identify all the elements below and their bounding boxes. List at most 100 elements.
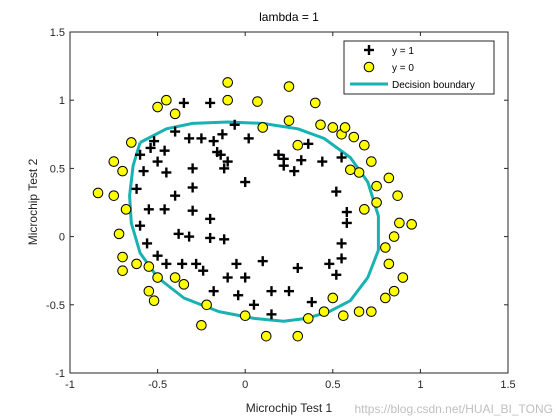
point-y1 [336, 152, 347, 163]
point-y0 [152, 272, 163, 283]
point-y1 [240, 272, 251, 283]
point-y1 [170, 126, 181, 137]
point-y0 [126, 137, 137, 148]
legend-label: y = 1 [392, 46, 414, 57]
point-y0 [406, 219, 417, 230]
point-y0 [366, 156, 377, 167]
point-y0 [339, 122, 351, 133]
point-y0 [117, 251, 128, 263]
point-y0 [397, 272, 409, 283]
points-layer [92, 77, 417, 342]
x-tick-label: -1 [65, 379, 75, 391]
point-y1 [324, 258, 335, 269]
legend-entry: Decision boundary [350, 80, 475, 91]
x-tick-label: 0 [242, 379, 248, 391]
point-y1 [273, 149, 284, 160]
point-y1 [161, 258, 172, 269]
point-y0 [327, 292, 339, 304]
point-y0 [383, 258, 395, 270]
point-y0 [292, 330, 304, 342]
y-tick-label: 1.5 [50, 27, 65, 39]
point-y0 [92, 187, 104, 199]
point-y1 [135, 149, 146, 160]
x-tick-label: 1.5 [500, 379, 515, 391]
point-y1 [231, 258, 242, 269]
point-y1 [248, 299, 259, 310]
point-y0 [353, 306, 365, 317]
watermark: https://blog.csdn.net/HUAI_BI_TONG [354, 402, 553, 416]
point-y0 [178, 279, 190, 290]
point-y1 [159, 145, 170, 156]
point-y0 [394, 217, 405, 229]
point-y1 [177, 258, 188, 269]
point-y1 [219, 234, 230, 245]
y-tick-label: 0.5 [50, 163, 65, 175]
x-tick-label: -0.5 [148, 379, 167, 391]
point-y1 [135, 220, 146, 231]
point-y1 [196, 133, 207, 144]
point-y0 [161, 94, 172, 106]
point-y1 [317, 156, 328, 167]
point-y1 [341, 217, 352, 228]
point-y1 [205, 232, 216, 243]
point-y0 [283, 115, 295, 126]
point-y0 [348, 131, 360, 143]
point-y1 [178, 97, 189, 108]
y-axis-label: Microchip Test 2 [26, 158, 40, 245]
point-y1 [149, 136, 160, 147]
legend-label: Decision boundary [392, 80, 475, 91]
legend-entry: y = 1 [364, 45, 414, 57]
point-y1 [341, 207, 352, 218]
x-tick-label: 0.5 [325, 379, 340, 391]
point-y0 [148, 295, 160, 307]
point-y0 [315, 119, 326, 131]
point-y0 [257, 122, 269, 133]
point-y0 [143, 285, 155, 297]
point-y1 [240, 177, 251, 188]
point-y1 [222, 272, 233, 283]
point-y0 [388, 285, 400, 297]
point-y1 [284, 286, 294, 297]
point-y0 [359, 139, 370, 151]
point-y1 [331, 269, 342, 280]
point-y0 [371, 197, 382, 208]
point-y1 [142, 238, 153, 249]
point-y1 [143, 204, 154, 215]
point-y0 [292, 139, 304, 151]
point-y0 [196, 319, 207, 331]
point-y0 [283, 81, 295, 92]
point-y1 [205, 213, 216, 224]
point-y1 [229, 119, 240, 130]
point-y1 [296, 155, 307, 166]
point-y1 [184, 133, 195, 144]
point-y0 [222, 94, 233, 106]
point-y1 [208, 286, 219, 297]
point-y1 [289, 166, 300, 177]
point-y1 [191, 258, 202, 269]
chart-title: lambda = 1 [259, 10, 319, 24]
point-y1 [187, 182, 198, 193]
point-y0 [388, 231, 400, 242]
point-y1 [145, 142, 156, 153]
point-y1 [278, 160, 289, 171]
point-y0 [318, 306, 330, 317]
point-y0 [392, 190, 403, 201]
point-y0 [222, 77, 233, 88]
point-y0 [380, 292, 391, 304]
point-y0 [201, 299, 212, 311]
point-y0 [143, 261, 155, 272]
point-y1 [152, 250, 163, 261]
y-tick-label: -1 [55, 368, 65, 380]
point-y1 [336, 253, 347, 264]
point-y0 [345, 164, 356, 176]
point-y0 [131, 258, 142, 270]
x-axis-label: Microchip Test 1 [246, 401, 333, 415]
point-y1 [184, 231, 195, 242]
legend-label: y = 0 [392, 63, 414, 74]
point-y1 [292, 262, 303, 273]
point-y0 [309, 97, 321, 109]
point-y1 [303, 138, 314, 149]
point-y0 [338, 310, 349, 322]
point-y0 [353, 167, 365, 178]
